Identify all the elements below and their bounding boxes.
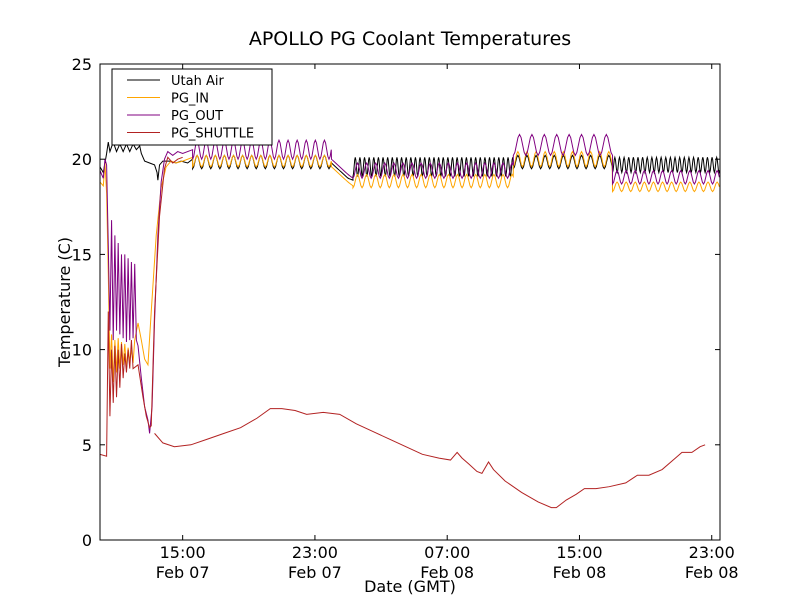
x-tick-date-label: Feb 08	[553, 563, 607, 582]
x-tick-time-label: 23:00	[689, 543, 735, 562]
series-line-pg-shuttle	[100, 156, 183, 457]
x-tick-date-label: Feb 07	[156, 563, 210, 582]
y-tick-label: 20	[72, 150, 92, 169]
chart-title: APOLLO PG Coolant Temperatures	[249, 28, 571, 50]
legend-label-pg-out: PG_OUT	[171, 109, 223, 124]
y-tick-label: 0	[82, 531, 92, 550]
x-tick-time-label: 15:00	[160, 543, 206, 562]
x-tick-date-label: Feb 08	[420, 563, 474, 582]
legend-label-utah-air: Utah Air	[171, 74, 224, 89]
x-tick-time-label: 23:00	[292, 543, 338, 562]
legend: Utah Air PG_IN PG_OUT PG_SHUTTLE	[111, 68, 273, 146]
x-tick-date-label: Feb 07	[288, 563, 342, 582]
y-tick-label: 15	[72, 245, 92, 264]
series-layer	[100, 133, 720, 509]
plot-area-frame	[99, 63, 721, 541]
series-line-pg-out	[100, 133, 720, 434]
x-tick-time-label: 15:00	[556, 543, 602, 562]
y-tick-label: 25	[72, 55, 92, 74]
y-tick-label: 5	[82, 436, 92, 455]
y-axis-label: Temperature (C)	[55, 237, 74, 368]
y-tick-label: 10	[72, 341, 92, 360]
series-line-pg-shuttle-tail	[154, 408, 706, 509]
legend-label-pg-in: PG_IN	[171, 92, 209, 107]
x-tick-date-label: Feb 08	[685, 563, 739, 582]
x-axis-label: Date (GMT)	[364, 577, 456, 596]
series-line-pg-in	[100, 150, 720, 382]
legend-label-pg-shuttle: PG_SHUTTLE	[171, 127, 254, 142]
x-tick-time-label: 07:00	[424, 543, 470, 562]
